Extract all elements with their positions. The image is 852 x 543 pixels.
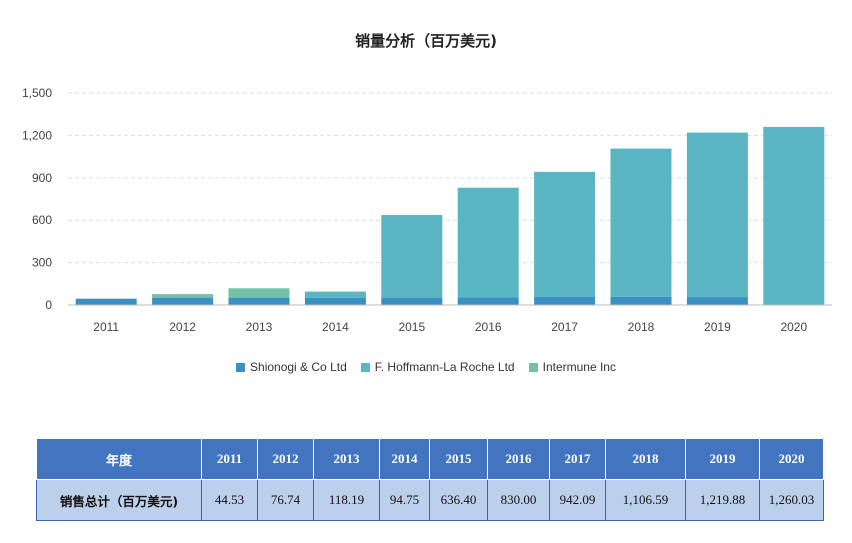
table-header-year: 2019 — [685, 438, 760, 480]
table-cell-total: 636.40 — [429, 479, 488, 521]
y-tick-label: 1,500 — [22, 86, 52, 100]
table-header-row: 年度 2011 2012 2013 2014 2015 2016 2017 2018 2019 2… — [36, 438, 824, 480]
x-tick-label: 2017 — [551, 320, 578, 334]
table-header-year: 2012 — [257, 438, 314, 480]
legend-label: Intermune Inc — [542, 360, 616, 374]
x-tick-label: 2012 — [169, 320, 196, 334]
table-header-year: 2015 — [429, 438, 488, 480]
y-tick-label: 1,200 — [22, 128, 52, 142]
chart-title: 销量分析（百万美元) — [355, 32, 497, 50]
x-tick-label: 2014 — [322, 320, 349, 334]
x-tick-label: 2016 — [475, 320, 502, 334]
table-cell-total: 1,106.59 — [605, 479, 686, 521]
bar-segment — [457, 187, 519, 298]
table-header-year: 2011 — [201, 438, 258, 480]
sales-table: 年度 2011 2012 2013 2014 2015 2016 2017 2018 2019 2… — [36, 438, 824, 521]
legend-item[interactable]: Intermune Inc — [528, 360, 616, 374]
legend-item[interactable]: F. Hoffmann-La Roche Ltd — [360, 360, 515, 374]
bar-segment — [534, 171, 596, 297]
legend-swatch — [236, 362, 246, 372]
bar-segment — [381, 297, 443, 305]
bar-segment — [152, 297, 214, 305]
bar-segment — [228, 288, 290, 298]
bar-segment — [457, 297, 519, 305]
y-tick-label: 0 — [45, 298, 52, 312]
x-tick-label: 2019 — [704, 320, 731, 334]
table-cell-total: 1,260.03 — [759, 479, 824, 521]
table-header-year: 2016 — [487, 438, 550, 480]
gridlines — [68, 92, 832, 264]
bar-segment — [152, 294, 214, 298]
bar-segment — [686, 297, 748, 305]
x-tick-label: 2013 — [246, 320, 273, 334]
table-cell-total: 830.00 — [487, 479, 550, 521]
x-tick-label: 2018 — [628, 320, 655, 334]
table-cell-total: 118.19 — [313, 479, 380, 521]
table-header-year-label: 年度 — [36, 438, 202, 480]
legend-swatch — [528, 362, 538, 372]
bar-segment — [304, 297, 366, 305]
table-cell-total: 94.75 — [379, 479, 430, 521]
x-tick-label: 2020 — [780, 320, 807, 334]
bar-segment — [75, 298, 137, 305]
legend-label: F. Hoffmann-La Roche Ltd — [374, 360, 515, 374]
table-cell-total: 44.53 — [201, 479, 258, 521]
legend-label: Shionogi & Co Ltd — [250, 360, 347, 374]
table-row: 销售总计（百万美元) 44.53 76.74 118.19 94.75 636.40 83… — [36, 479, 824, 521]
bar-segment — [228, 297, 290, 305]
y-tick-label: 900 — [32, 171, 52, 185]
bar-segment — [610, 296, 672, 305]
bar-segment — [381, 215, 443, 298]
table-cell-total: 942.09 — [549, 479, 606, 521]
bar-segment — [763, 126, 825, 305]
table-row-label: 销售总计（百万美元) — [36, 479, 202, 521]
bars — [75, 126, 825, 305]
legend: Shionogi & Co Ltd F. Hoffmann-La Roche Lt… — [0, 360, 852, 374]
x-axis-ticks: 2011 2012 2013 2014 2015 2016 2017 2018 2019 2020 — [93, 320, 807, 334]
table-header-year: 2013 — [313, 438, 380, 480]
table-header-year: 2017 — [549, 438, 606, 480]
y-tick-label: 300 — [32, 256, 52, 270]
table-header-year: 2018 — [605, 438, 686, 480]
x-tick-label: 2011 — [93, 320, 119, 334]
table-cell-total: 1,219.88 — [685, 479, 760, 521]
table-header-year: 2020 — [759, 438, 824, 480]
y-tick-label: 600 — [32, 213, 52, 227]
bar-segment — [686, 132, 748, 298]
table-cell-total: 76.74 — [257, 479, 314, 521]
bar-segment — [304, 291, 366, 298]
x-tick-label: 2015 — [398, 320, 425, 334]
bar-segment — [534, 296, 596, 305]
bar-segment — [610, 148, 672, 297]
legend-item[interactable]: Shionogi & Co Ltd — [236, 360, 347, 374]
table-header-year: 2014 — [379, 438, 430, 480]
legend-swatch — [360, 362, 370, 372]
y-axis-ticks: 0 300 600 900 1,200 1,500 — [22, 86, 52, 312]
